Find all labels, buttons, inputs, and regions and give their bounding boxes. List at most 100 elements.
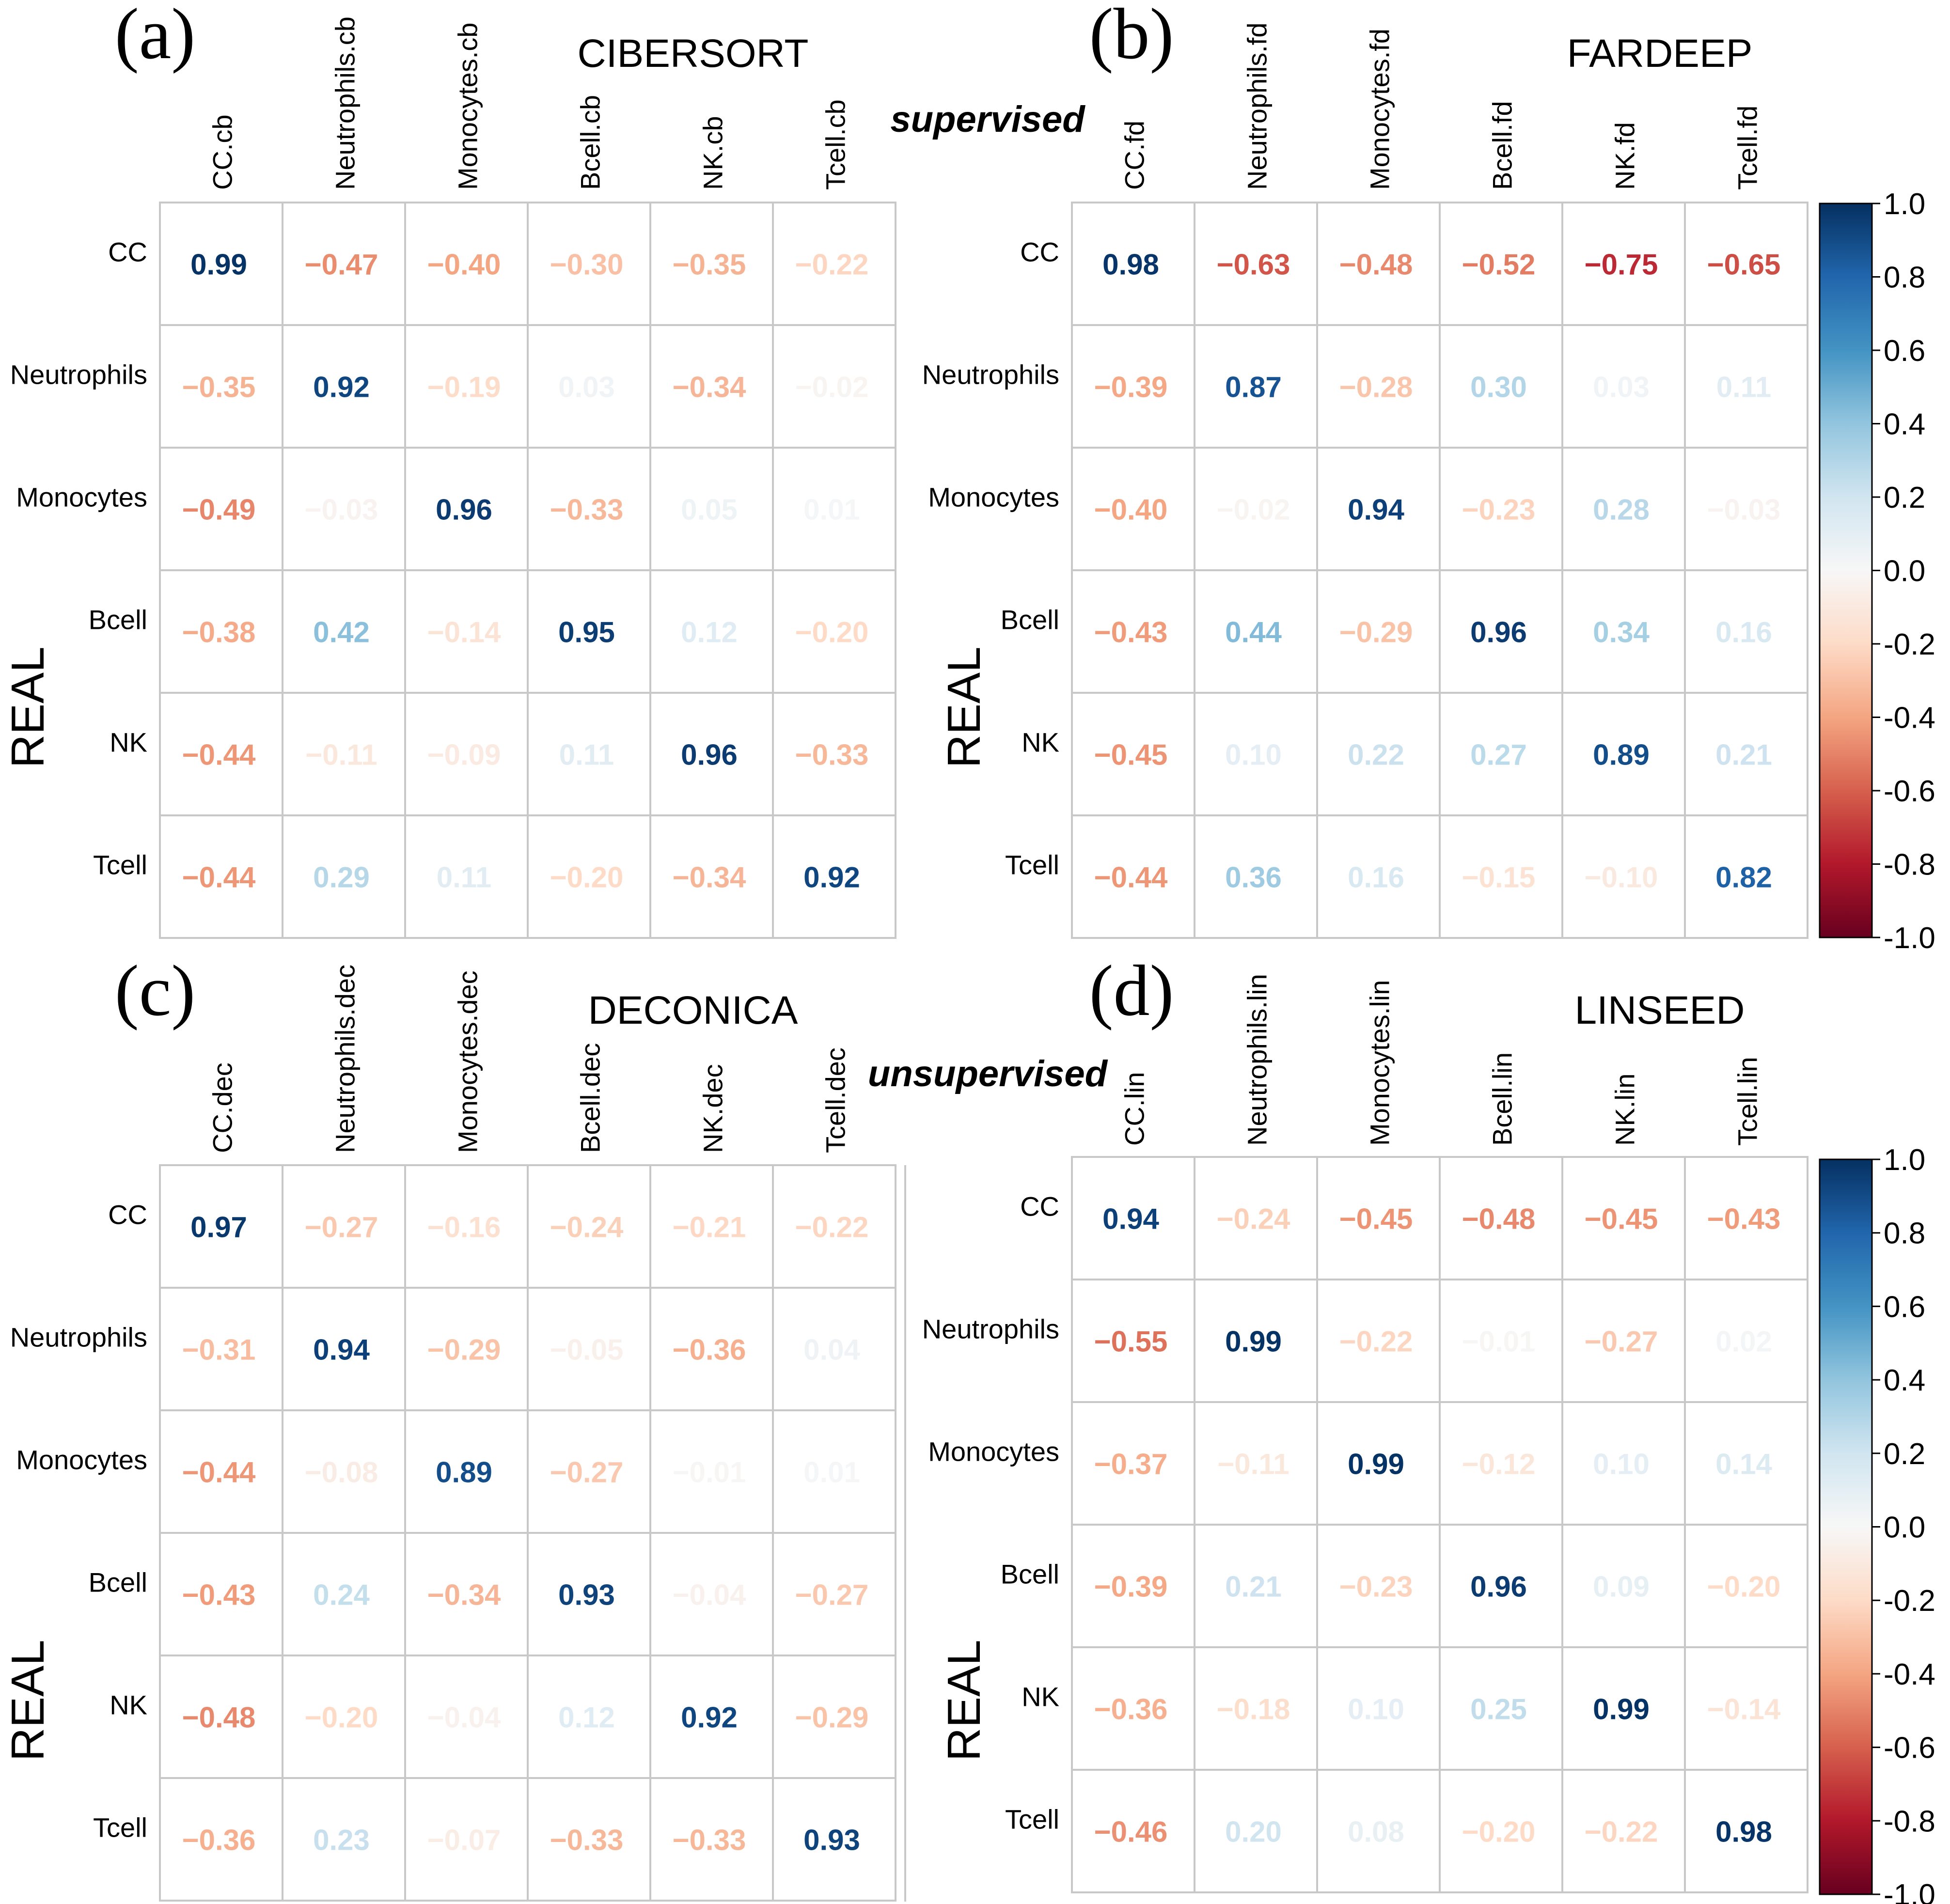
cell-value: 0.92 (803, 861, 860, 894)
colorbar (1819, 1158, 1873, 1895)
cell-value: −0.40 (1094, 494, 1168, 526)
col-tick-label: NK.fd (1610, 122, 1640, 190)
cell-value: −0.20 (795, 616, 869, 649)
cell-value: 0.09 (1593, 1571, 1650, 1603)
cell-value: 0.02 (1715, 1326, 1772, 1358)
cell-value: −0.09 (427, 739, 501, 771)
cell-value: −0.08 (305, 1456, 378, 1489)
colorbar-tick-label: 0.2 (1884, 1437, 1925, 1471)
cell-value: −0.27 (1585, 1326, 1658, 1358)
colorbar-tick-label: -1.0 (1884, 921, 1935, 955)
cell-value: 0.10 (1225, 739, 1282, 771)
col-tick-label: Bcell.fd (1487, 101, 1518, 190)
cell-value: −0.05 (550, 1334, 624, 1366)
cell-value: 0.27 (1470, 739, 1527, 771)
cell-value: 0.94 (1348, 494, 1404, 526)
cell-value: −0.19 (427, 371, 501, 404)
row-tick-label: NK (110, 727, 147, 758)
cell-value: −0.37 (1094, 1448, 1168, 1481)
col-tick-label: CC.dec (207, 1062, 238, 1153)
cell-value: −0.11 (305, 739, 377, 771)
cell-value: −0.63 (1217, 249, 1290, 281)
cell-value: −0.52 (1462, 249, 1536, 281)
cell-value: −0.65 (1707, 249, 1781, 281)
cell-value: −0.33 (550, 494, 624, 526)
cell-value: 0.24 (313, 1579, 370, 1611)
row-tick-label: NK (1022, 727, 1059, 758)
cell-value: 0.96 (681, 739, 738, 771)
colorbar-tick-label: -0.2 (1884, 628, 1935, 661)
row-tick-label: Monocytes (16, 1445, 147, 1475)
cell-value: 0.04 (803, 1334, 860, 1366)
cell-value: 0.11 (437, 861, 491, 894)
cell-value: 0.44 (1225, 616, 1282, 649)
cell-value: −0.40 (427, 249, 501, 281)
cell-value: −0.34 (427, 1579, 501, 1611)
cell-value: 0.89 (1593, 739, 1650, 771)
colorbar-tick-label: -0.8 (1884, 1805, 1935, 1838)
row-tick-label: Bcell (89, 605, 147, 635)
panel-title: CIBERSORT (578, 31, 809, 76)
cell-value: −0.27 (795, 1579, 869, 1611)
cell-value: −0.29 (1339, 616, 1413, 649)
cell-value: −0.01 (1462, 1326, 1536, 1358)
colorbar-tick-label: 0.0 (1884, 555, 1925, 588)
cell-value: −0.02 (795, 371, 869, 404)
row-tick-label: Tcell (93, 1812, 147, 1843)
cell-value: −0.33 (550, 1824, 624, 1857)
panel-title: DECONICA (588, 988, 798, 1032)
col-tick-label: Neutrophils.fd (1242, 22, 1273, 190)
cell-value: 0.11 (1716, 371, 1771, 404)
colorbar-tick-label: -0.6 (1884, 775, 1935, 808)
cell-value: −0.12 (1462, 1448, 1536, 1481)
cell-value: 0.89 (436, 1456, 492, 1489)
row-tick-label: Bcell (1001, 605, 1059, 635)
cell-value: −0.35 (673, 249, 746, 281)
col-tick-label: Neutrophils.dec (330, 965, 361, 1153)
row-tick-label: Neutrophils (922, 1314, 1059, 1344)
col-tick-label: Monocytes.fd (1365, 29, 1395, 190)
cell-value: 0.14 (1715, 1448, 1772, 1481)
row-tick-label: CC (1020, 1191, 1059, 1222)
unsupervised-label: unsupervised (868, 1053, 1108, 1094)
row-tick-label: Tcell (1005, 850, 1059, 880)
cell-value: −0.36 (1094, 1693, 1168, 1726)
y-axis-label: REAL (938, 1640, 990, 1762)
cell-value: 0.12 (558, 1701, 615, 1734)
cell-value: −0.24 (550, 1211, 624, 1244)
col-tick-label: NK.dec (698, 1064, 728, 1153)
cell-value: 0.99 (190, 249, 247, 281)
panel-label: (c) (115, 951, 195, 1031)
y-axis-label: REAL (938, 647, 990, 768)
colorbar-tick-label: 0.6 (1884, 1290, 1925, 1324)
cell-value: 0.97 (190, 1211, 247, 1244)
col-tick-label: Tcell.fd (1732, 106, 1763, 190)
cell-value: 0.03 (558, 371, 615, 404)
cell-value: −0.03 (305, 494, 378, 526)
col-tick-label: Monocytes.dec (453, 970, 483, 1153)
colorbar-tick-label: 1.0 (1884, 187, 1925, 221)
cell-value: 0.93 (803, 1824, 860, 1857)
cell-value: −0.44 (182, 739, 256, 771)
cell-value: 0.21 (1715, 739, 1772, 771)
cell-value: 0.10 (1593, 1448, 1650, 1481)
cell-value: −0.27 (550, 1456, 624, 1489)
col-tick-label: CC.cb (207, 114, 238, 190)
cell-value: −0.33 (673, 1824, 746, 1857)
supervised-label: supervised (890, 99, 1085, 140)
cell-value: −0.31 (182, 1334, 256, 1366)
cell-value: −0.01 (673, 1456, 746, 1489)
colorbar-tick-label: -0.6 (1884, 1732, 1935, 1765)
col-tick-label: NK.lin (1610, 1074, 1640, 1146)
cell-value: 0.94 (1102, 1203, 1159, 1235)
cell-value: 0.30 (1470, 371, 1527, 404)
colorbar-tick-label: -0.4 (1884, 1658, 1935, 1691)
colorbar-tick-label: -0.8 (1884, 848, 1935, 882)
cell-value: 0.10 (1348, 1693, 1404, 1726)
row-tick-label: Tcell (1005, 1804, 1059, 1835)
cell-value: −0.28 (1339, 371, 1413, 404)
cell-value: 0.25 (1470, 1693, 1527, 1726)
cell-value: −0.43 (1094, 616, 1168, 649)
row-tick-label: Neutrophils (10, 359, 147, 390)
cell-value: 0.21 (1225, 1571, 1282, 1603)
